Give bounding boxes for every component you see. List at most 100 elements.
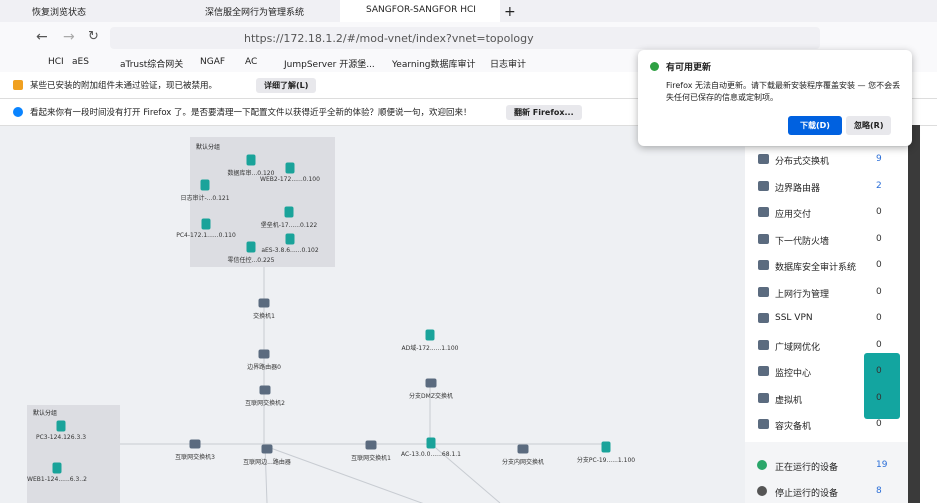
float-widget[interactable] [864,353,900,419]
group-title: 默认分组 [196,144,221,151]
device-name[interactable]: 应用交付 [775,210,812,220]
device-name[interactable]: 分布式交换机 [775,157,830,167]
device-name[interactable]: 监控中心 [775,369,812,379]
device-icon [758,260,769,270]
bookmark[interactable]: HCI [48,57,64,67]
popup-body: Firefox 无法自动更新。请下载最新安装程序覆盖安装 — 您不会丢失任何已保… [666,81,901,102]
bookmark[interactable]: JumpServer 开源堡... [284,60,375,70]
node-icon[interactable] [201,218,211,230]
device-count: 0 [876,339,882,350]
status-count: 19 [876,460,888,470]
node-label: 日志审计-...0.121 [180,195,230,202]
node-label: 分支内网交换机 [501,459,545,466]
node-icon[interactable] [56,420,66,432]
notice-button[interactable]: 翻新 Firefox... [506,105,582,120]
group-box [27,405,120,503]
popup-title: 有可用更新 [666,63,712,73]
address[interactable]: https://172.18.1.2/#/mod-vnet/index?vnet… [244,32,534,45]
device-count: 0 [876,207,882,217]
device-name[interactable]: 下一代防火墙 [775,236,830,247]
device-count: 0 [876,392,882,403]
bookmark[interactable]: AC [245,57,258,67]
dismiss-button[interactable]: 忽略(R) [846,116,892,135]
node-icon[interactable] [285,233,295,245]
device-count: 2 [876,180,882,191]
node-icon[interactable] [285,162,295,174]
device-icon [758,180,769,191]
status-name[interactable]: 停止运行的设备 [775,489,839,499]
node-icon[interactable] [284,206,294,218]
device-name[interactable]: 虚拟机 [775,395,803,406]
reload[interactable]: ↻ [88,29,99,44]
node-icon[interactable] [200,179,210,191]
scrollbar[interactable] [908,125,920,503]
device-count: 9 [876,154,882,164]
tab-title[interactable]: 深信服全网行为管理系统 [205,8,305,18]
node-icon[interactable] [261,444,273,454]
node-label: 边界路由器0 [247,364,281,371]
device-icon [758,154,769,164]
node-label: 交换机1 [253,313,275,320]
update-popup: 有可用更新 Firefox 无法自动更新。请下载最新安装程序覆盖安装 — 您不会… [638,50,912,146]
device-count: 0 [876,419,882,429]
active-tab [340,0,500,22]
topology-canvas [0,126,745,503]
bookmark[interactable]: Yearning数据库审计 [392,60,476,70]
node-icon[interactable] [365,440,377,450]
node-icon[interactable] [517,444,529,454]
device-name[interactable]: 容灾备机 [775,422,812,432]
download-button[interactable]: 下载(D) [788,116,842,135]
node-label: 互联网交换机1 [351,455,391,462]
notice-button[interactable]: 详细了解(L) [256,78,317,93]
tab-title[interactable]: SANGFOR-SANGFOR HCI [366,5,476,15]
node-icon[interactable] [425,329,435,341]
node-label: 分支DMZ交换机 [409,393,453,400]
node-label: PC3-124.126.3.3 [35,434,87,441]
device-icon [758,366,769,376]
bookmark[interactable]: 日志审计 [490,60,527,70]
new-tab[interactable]: + [504,4,516,20]
info-icon [13,107,23,117]
node-icon[interactable] [246,241,256,253]
node-label: 堡垒机-17......0.122 [260,222,318,229]
forward[interactable]: → [63,29,75,45]
notice-text: 某些已安装的附加组件未通过验证，现已被禁用。 [30,81,218,91]
node-icon[interactable] [189,439,201,449]
node-label: AD域-172......1.100 [401,345,459,352]
tab-title[interactable]: 恢复浏览状态 [32,8,87,18]
device-icon [758,233,769,244]
status-count: 8 [876,486,882,496]
url-field[interactable] [110,27,820,49]
node-label: 互联网交换机3 [175,454,215,461]
device-name[interactable]: 边界路由器 [775,183,821,194]
device-name[interactable]: 数据库安全审计系统 [775,263,857,273]
bookmark[interactable]: aTrust综合网关 [120,60,184,70]
status-icon [757,460,767,470]
node-icon[interactable] [259,385,271,395]
device-count: 0 [876,260,882,270]
back[interactable]: ← [36,29,48,45]
device-name[interactable]: SSL VPN [775,313,813,323]
bookmark[interactable]: aES [72,57,89,67]
node-label: WEB1-124......6.3..2 [27,476,87,483]
device-count: 0 [876,313,882,323]
notice-text: 看起来你有一段时间没有打开 Firefox 了。是否要清理一下配置文件以获得近乎… [30,108,472,118]
device-icon [758,392,769,403]
node-icon[interactable] [246,154,256,166]
node-icon[interactable] [52,462,62,474]
group-title: 默认分组 [33,410,58,417]
bookmark[interactable]: NGAF [200,57,226,67]
device-count: 0 [876,366,882,376]
device-name[interactable]: 上网行为管理 [775,289,830,300]
device-count: 0 [876,233,882,244]
device-name[interactable]: 广域网优化 [775,342,821,353]
node-icon[interactable] [426,437,436,449]
node-icon[interactable] [601,441,611,453]
group-box [190,137,335,267]
status-name[interactable]: 正在运行的设备 [775,463,839,473]
node-label: 分支PC-19......1.100 [576,457,636,464]
node-icon[interactable] [258,298,270,308]
node-icon[interactable] [425,378,437,388]
node-icon[interactable] [258,349,270,359]
